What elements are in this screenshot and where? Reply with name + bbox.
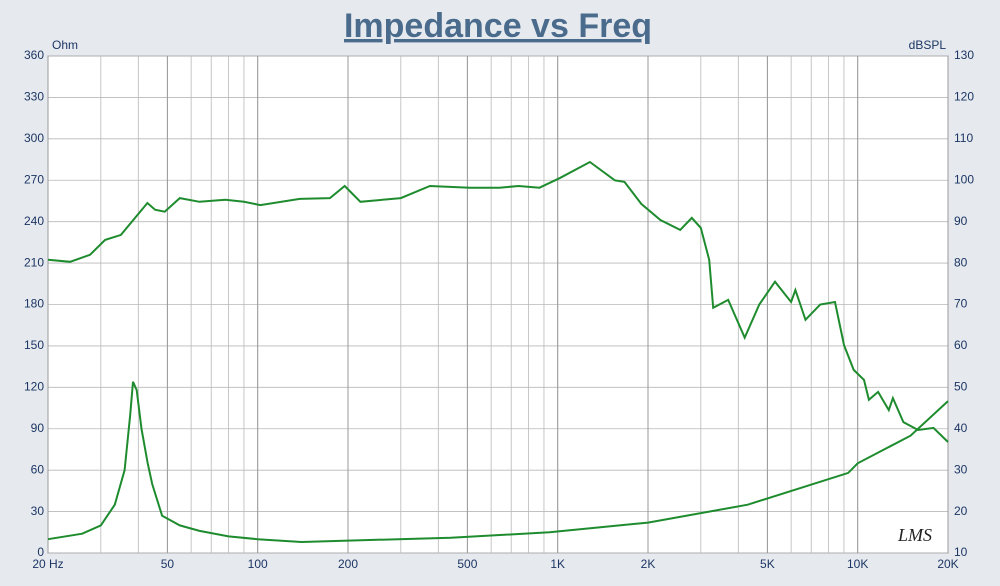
x-tick-label: 20K [937, 557, 958, 571]
y-tick-label: 90 [31, 421, 45, 435]
y2-tick-label: 20 [954, 504, 968, 518]
chart-title: Impedance vs Freq [344, 7, 652, 45]
y-tick-label: 180 [24, 297, 44, 311]
x-tick-label: 20 Hz [32, 557, 63, 571]
x-tick-label: 100 [248, 557, 268, 571]
y-tick-label: 270 [24, 172, 44, 186]
y2-tick-label: 90 [954, 214, 968, 228]
y2-tick-label: 10 [954, 545, 968, 559]
y2-tick-label: 60 [954, 338, 968, 352]
annotation: LMS [897, 525, 932, 545]
y-tick-label: 240 [24, 214, 44, 228]
y-tick-label: 210 [24, 255, 44, 269]
y2-axis-label: dBSPL [909, 38, 947, 52]
y2-tick-label: 30 [954, 462, 968, 476]
x-tick-label: 500 [457, 557, 477, 571]
y-tick-label: 330 [24, 90, 44, 104]
y2-tick-label: 50 [954, 380, 968, 394]
y-tick-label: 60 [31, 462, 45, 476]
y2-tick-label: 70 [954, 297, 968, 311]
y-tick-label: 30 [31, 504, 45, 518]
y2-tick-label: 40 [954, 421, 968, 435]
x-tick-label: 200 [338, 557, 358, 571]
x-tick-label: 5K [760, 557, 775, 571]
x-tick-label: 10K [847, 557, 868, 571]
y-axis-label: Ohm [52, 38, 78, 52]
x-tick-label: 1K [550, 557, 565, 571]
y-tick-label: 300 [24, 131, 44, 145]
y2-tick-label: 100 [954, 172, 974, 186]
y2-tick-label: 120 [954, 90, 974, 104]
y-tick-label: 0 [37, 545, 44, 559]
series-line [47, 381, 949, 544]
y2-tick-label: 130 [954, 48, 974, 62]
x-tick-label: 2K [641, 557, 656, 571]
y-tick-label: 150 [24, 338, 44, 352]
y-tick-label: 120 [24, 380, 44, 394]
y2-tick-label: 80 [954, 255, 968, 269]
series-line [47, 160, 949, 443]
y-tick-label: 360 [24, 48, 44, 62]
x-tick-label: 50 [161, 557, 175, 571]
y2-tick-label: 110 [954, 131, 973, 145]
